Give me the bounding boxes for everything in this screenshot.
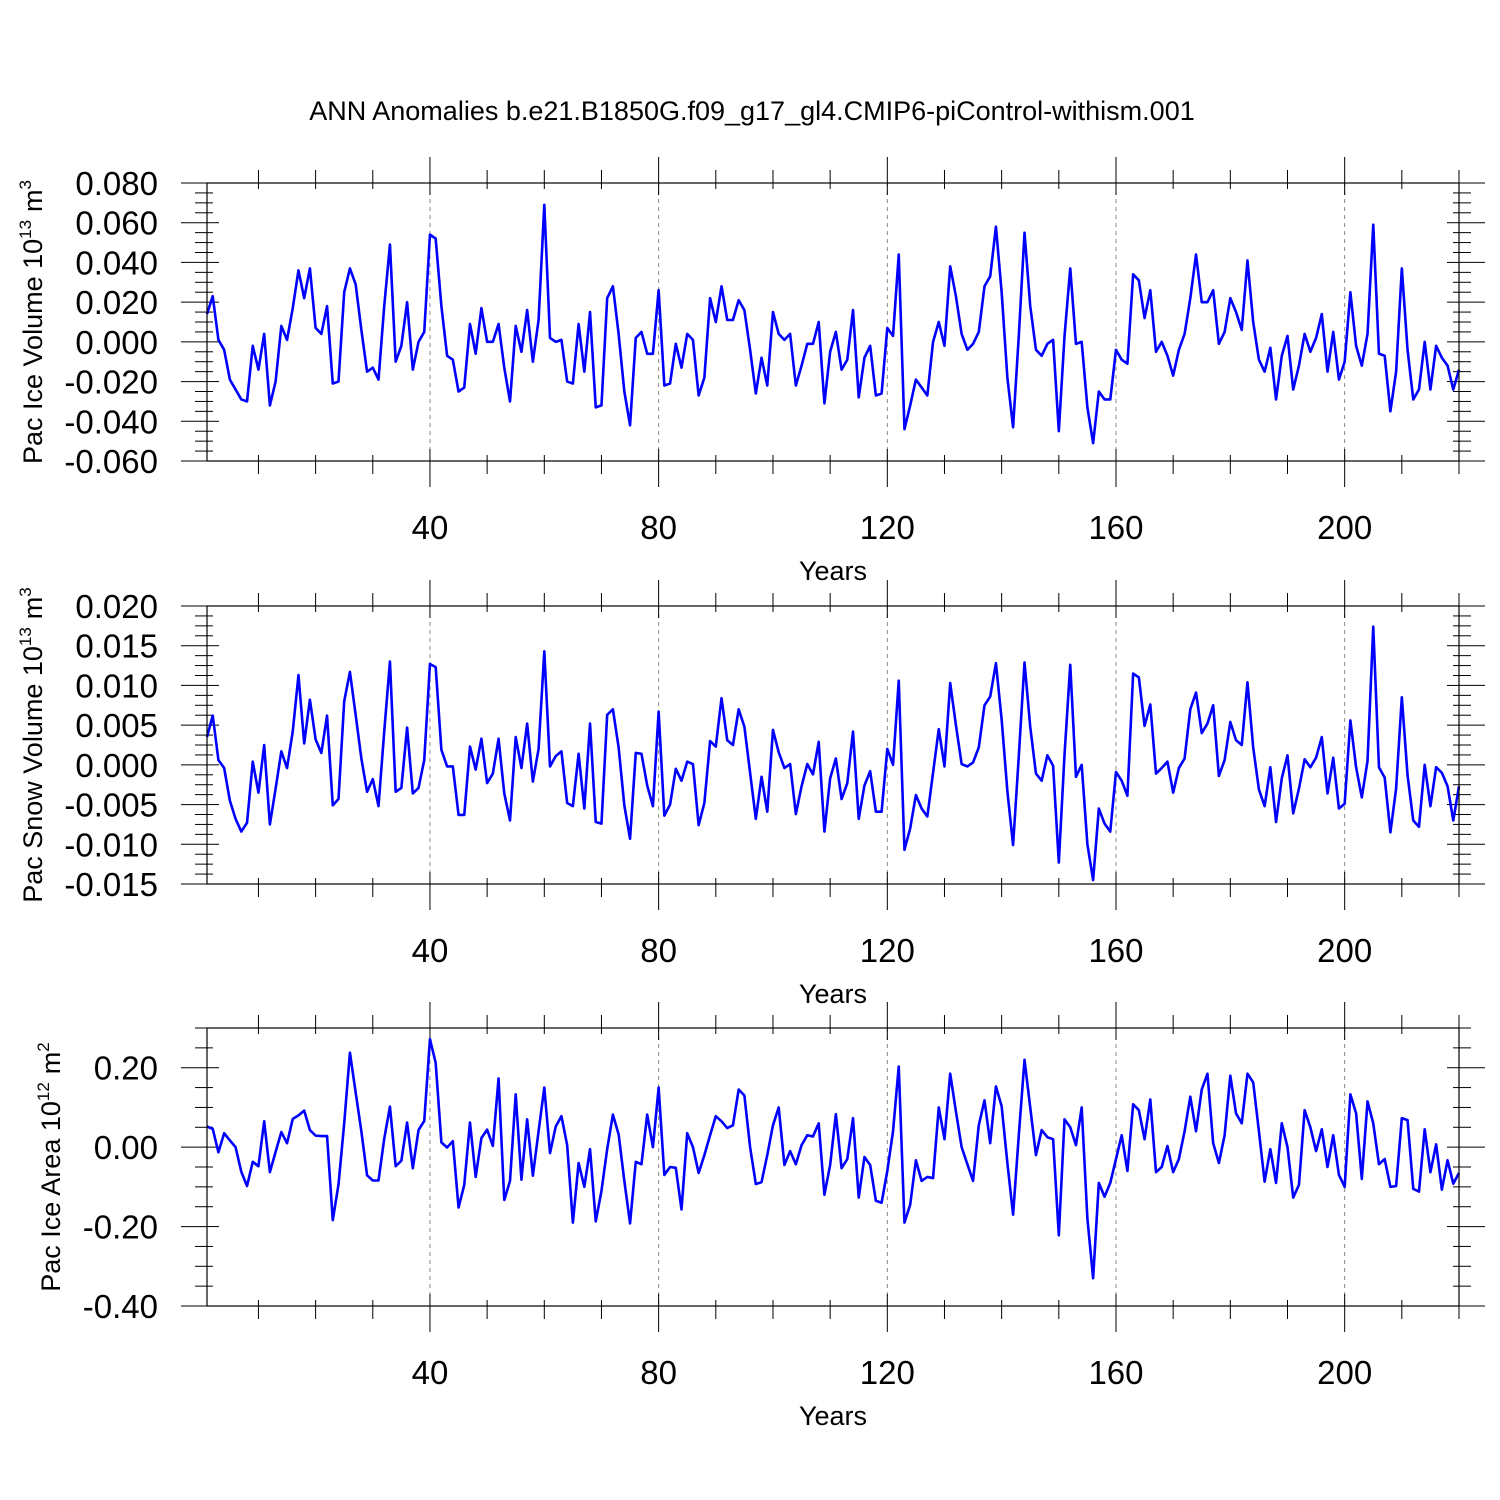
series-line [205,625,1461,882]
y-axis-label-text: Pac Ice Area 10 [36,1101,66,1292]
y-tick-label: -0.20 [83,1209,158,1246]
x-tick-label: 40 [412,509,449,546]
y-axis-label-unit-exponent: 2 [34,1042,53,1051]
y-axis-label-unit: m [36,1052,66,1075]
y-axis-label-exponent: 13 [16,220,35,239]
x-tick-label: 160 [1088,509,1143,546]
x-tick-label: 200 [1317,509,1372,546]
y-tick-label: 0.040 [75,244,158,281]
y-tick-label: 0.00 [94,1129,158,1166]
y-axis-label-exponent: 13 [16,627,35,646]
y-tick-label: 0.005 [75,707,158,744]
y-axis-label: Pac Snow Volume 1013 m3 [16,587,48,903]
x-axis-label: Years [799,979,867,1009]
chart-panel-3: -0.40 -0.20 0.00 0.20 40 80 120 160 200 Years Pac … [34,1002,1485,1431]
y-tick-label: -0.005 [64,787,158,824]
x-tick-label: 120 [860,509,915,546]
x-tick-label: 120 [860,1354,915,1391]
y-axis-label-text: Pac Ice Volume 10 [18,239,48,464]
x-axis-label: Years [799,556,867,586]
y-tick-label: 0.20 [94,1050,158,1087]
y-tick-label: -0.010 [64,826,158,863]
x-tick-label: 160 [1088,1354,1143,1391]
series-line [206,1037,1461,1280]
x-tick-label: 200 [1317,932,1372,969]
y-tick-label: 0.010 [75,667,158,704]
y-axis-label-text: Pac Snow Volume 10 [18,646,48,903]
x-tick-label: 120 [860,932,915,969]
y-tick-label: -0.40 [83,1288,158,1325]
y-axis-label: Pac Ice Area 1012 m2 [34,1042,66,1292]
x-tick-label: 80 [640,932,677,969]
plot-frame [206,605,1460,885]
y-tick-label: 0.015 [75,628,158,665]
y-tick-label: -0.060 [64,443,158,480]
x-axis-label: Years [799,1401,867,1431]
y-tick-label: -0.015 [64,866,158,903]
y-tick-label: 0.000 [75,324,158,361]
x-tick-label: 40 [412,1354,449,1391]
x-tick-label: 80 [640,1354,677,1391]
y-axis-label-unit: m [18,189,48,212]
y-axis-label-unit-exponent: 3 [16,180,35,189]
y-tick-label: 0.000 [75,747,158,784]
y-tick-label: 0.060 [75,205,158,242]
y-axis-label-unit: m [18,597,48,620]
x-tick-label: 40 [412,932,449,969]
chart-panel-2: -0.015-0.010-0.0050.0000.0050.0100.0150.… [16,580,1485,1009]
x-tick-label: 80 [640,509,677,546]
y-tick-label: 0.020 [75,588,158,625]
plot-frame [206,182,1460,462]
chart-panel-1: -0.060-0.040-0.0200.0000.0200.0400.0600.… [16,157,1485,586]
x-tick-label: 200 [1317,1354,1372,1391]
y-axis-label-unit-exponent: 3 [16,587,35,596]
x-tick-label: 160 [1088,932,1143,969]
y-axis-label: Pac Ice Volume 1013 m3 [16,180,48,464]
figure-title: ANN Anomalies b.e21.B1850G.f09_g17_gl4.C… [309,96,1194,126]
y-tick-label: -0.040 [64,403,158,440]
series-line [205,203,1461,445]
y-tick-label: 0.080 [75,165,158,202]
chart-panels: -0.060-0.040-0.0200.0000.0200.0400.0600.… [16,157,1485,1431]
y-tick-label: -0.020 [64,364,158,401]
plot-frame [206,1027,1460,1307]
y-axis-label-exponent: 12 [34,1082,53,1101]
y-tick-label: 0.020 [75,284,158,321]
